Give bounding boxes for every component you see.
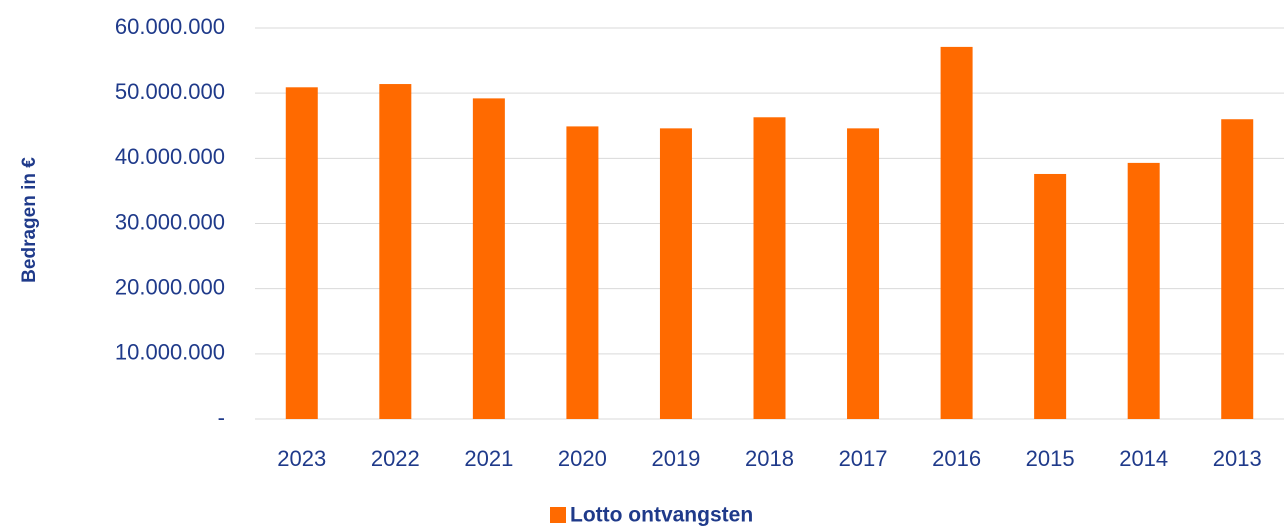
x-tick-label: 2020: [558, 446, 607, 471]
y-tick-label: 20.000.000: [115, 274, 225, 299]
bar: [847, 128, 880, 419]
bar: [472, 98, 505, 419]
bar: [753, 117, 786, 420]
bar: [659, 128, 692, 419]
x-tick-label: 2019: [651, 446, 700, 471]
y-tick-label: 50.000.000: [115, 79, 225, 104]
y-tick-label: -: [218, 405, 225, 430]
legend-swatch: [550, 507, 566, 523]
x-tick-label: 2016: [932, 446, 981, 471]
legend-label: Lotto ontvangsten: [570, 504, 753, 527]
x-tick-label: 2023: [277, 446, 326, 471]
x-tick-label: 2018: [745, 446, 794, 471]
x-tick-label: 2017: [839, 446, 888, 471]
bar: [566, 126, 599, 419]
y-tick-label: 10.000.000: [115, 340, 225, 365]
bar: [1034, 173, 1067, 419]
bar: [285, 87, 318, 419]
y-tick-label: 60.000.000: [115, 14, 225, 39]
bar: [940, 46, 973, 419]
x-tick-label: 2013: [1213, 446, 1262, 471]
y-tick-label: 40.000.000: [115, 144, 225, 169]
bar: [1127, 162, 1160, 419]
bar: [1221, 119, 1254, 419]
x-tick-label: 2022: [371, 446, 420, 471]
x-tick-label: 2014: [1119, 446, 1168, 471]
bar: [379, 84, 412, 419]
y-axis-label: Bedragen in €: [19, 157, 40, 283]
x-tick-label: 2021: [464, 446, 513, 471]
y-tick-label: 30.000.000: [115, 209, 225, 234]
x-tick-label: 2015: [1026, 446, 1075, 471]
